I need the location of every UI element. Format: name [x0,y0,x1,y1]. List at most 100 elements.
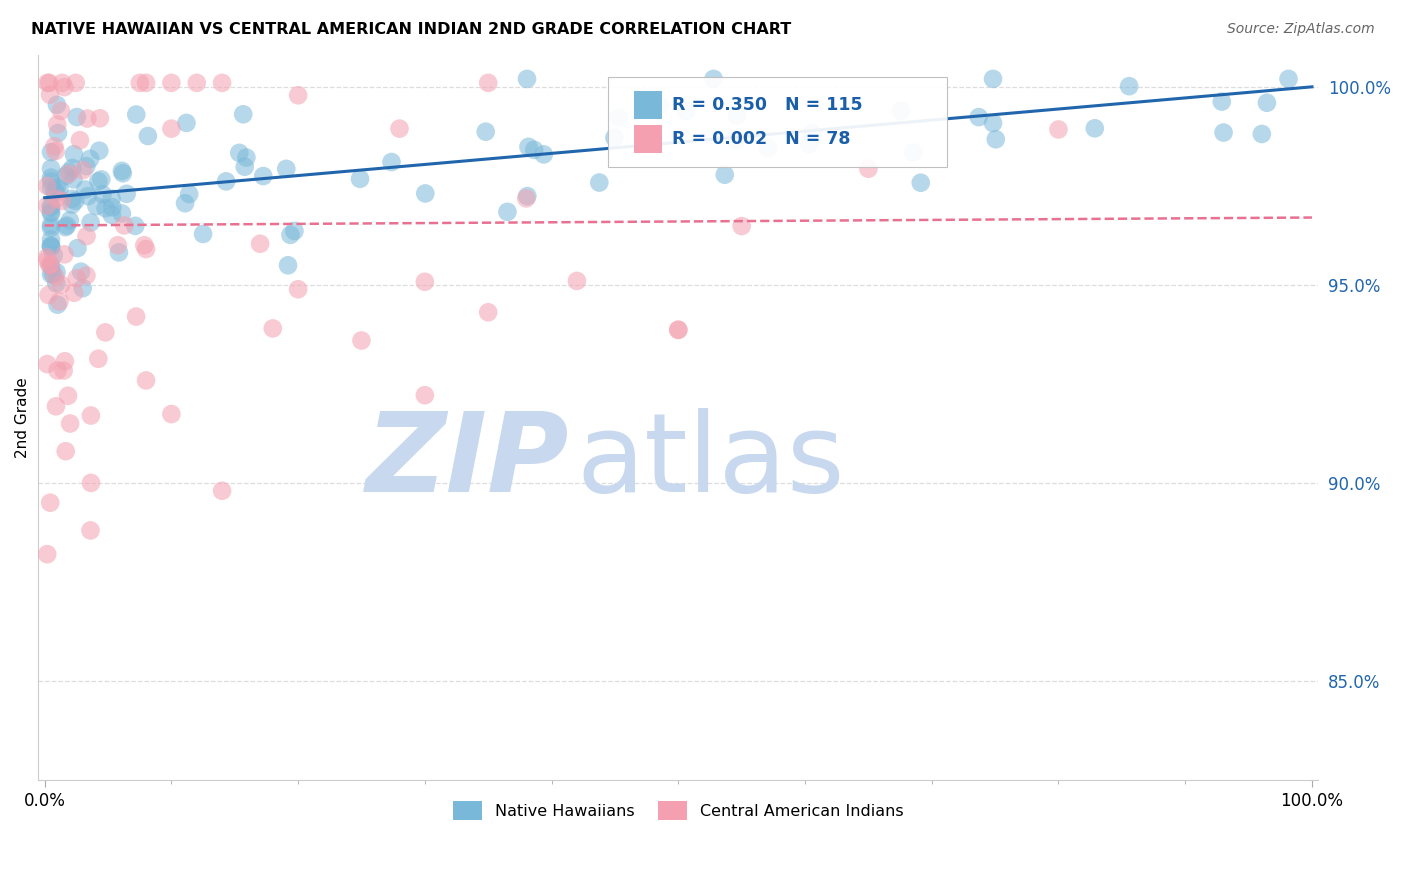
Point [45,399,67,413]
Point [39,206,62,220]
Point [136,128,159,143]
Point [51,277,73,292]
Point [37,178,59,193]
Point [39,220,62,235]
Point [55,169,77,183]
Point [160,121,183,136]
Point [37,76,59,90]
Point [890,103,912,118]
Point [37,253,59,268]
Point [89,112,111,126]
Point [39,240,62,254]
Point [44,184,66,198]
Point [588,176,610,190]
FancyBboxPatch shape [607,77,948,168]
Point [1047,122,1070,136]
Bar [634,126,662,153]
Point [111,164,134,178]
Point [56,219,79,233]
Point [1084,121,1107,136]
Point [135,374,157,388]
Point [413,275,436,289]
Point [675,103,697,118]
Point [235,151,257,165]
Point [39,145,62,160]
Point [62,172,84,186]
Point [39,199,62,213]
Point [135,76,157,90]
Point [39,170,62,185]
Point [87,351,110,366]
Point [249,236,271,251]
Point [474,125,496,139]
Point [477,76,499,90]
Point [967,110,990,124]
Point [89,144,111,158]
Point [380,155,402,169]
Point [128,76,150,90]
Point [39,259,62,273]
Point [666,323,689,337]
Point [111,166,134,180]
Point [39,239,62,253]
Point [160,76,183,90]
Point [115,186,138,201]
Point [39,174,62,188]
Point [86,199,108,213]
Point [38,258,60,272]
Point [283,224,305,238]
Point [277,258,299,272]
Point [79,524,101,538]
Point [90,172,112,186]
Bar [634,91,662,119]
Point [496,204,519,219]
Point [66,271,89,285]
Text: ZIP: ZIP [366,408,569,515]
Point [607,111,630,125]
Point [388,121,411,136]
Point [603,130,626,145]
Point [66,241,89,255]
Point [703,71,725,86]
Point [48,182,70,196]
Point [287,282,309,296]
Point [66,110,89,124]
Point [112,219,135,233]
Point [108,245,131,260]
Point [179,187,201,202]
Point [46,180,69,194]
Point [756,140,779,154]
Point [79,215,101,229]
Point [276,161,298,176]
Point [72,163,94,178]
Point [46,298,69,312]
Point [63,147,86,161]
Point [111,206,134,220]
Point [44,144,66,158]
Point [215,174,238,188]
Point [60,192,83,206]
Point [413,186,436,201]
Point [76,112,98,126]
Point [79,152,101,166]
Point [45,98,67,112]
Point [55,444,77,458]
Point [262,321,284,335]
Point [477,305,499,319]
Point [39,238,62,252]
Point [1250,127,1272,141]
Point [55,220,77,235]
Point [134,238,156,252]
Point [39,218,62,232]
Point [39,161,62,176]
Point [94,326,117,340]
Point [45,192,67,206]
Point [287,88,309,103]
Point [174,196,197,211]
Point [60,197,83,211]
Point [725,109,748,123]
Point [39,258,62,272]
Point [65,194,87,208]
Point [94,201,117,215]
Text: R = 0.002   N = 78: R = 0.002 N = 78 [672,130,851,148]
